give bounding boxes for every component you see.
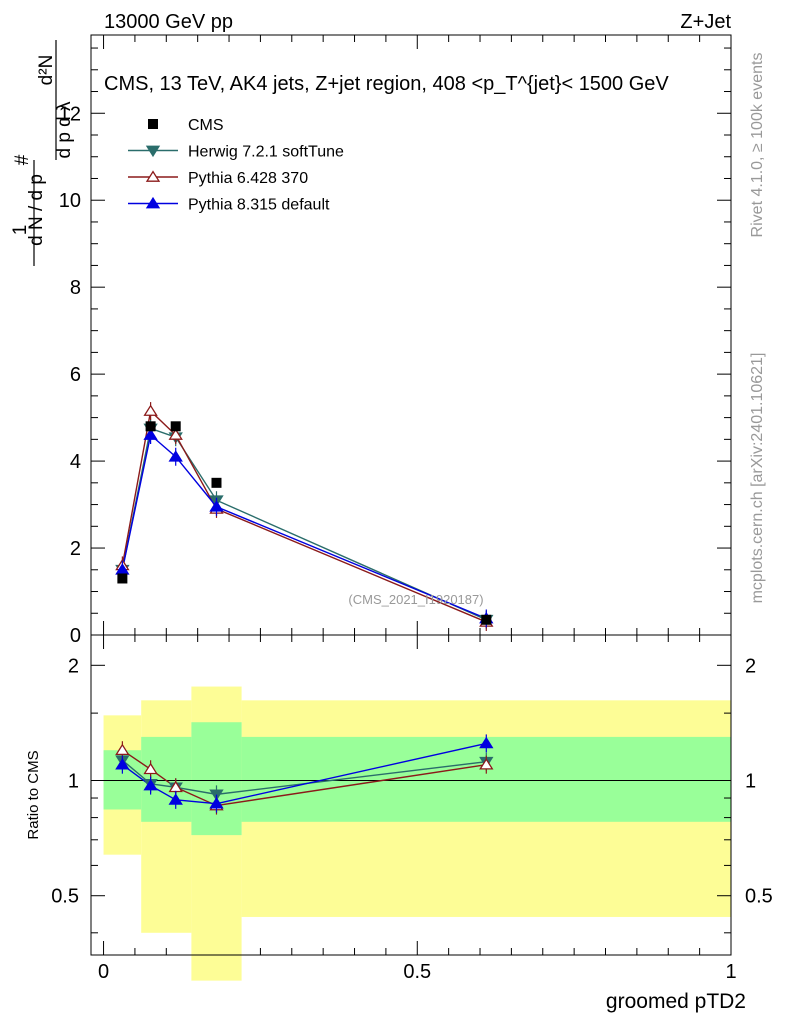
y-tick-label: 6 [70,364,81,386]
y-tick-label: 4 [70,451,81,473]
cms-data-point [117,573,128,584]
legend-marker [148,119,158,129]
ratio-panel: 0.5 0.5 1 1 2 2 Ratio to CMS [25,634,773,981]
ratio-frame [90,634,732,956]
legend-label: Herwig 7.2.1 softTune [188,144,344,161]
x-tick-label: 0.5 [403,961,431,983]
series-line [121,409,487,623]
x-tick-label: 1 [725,961,736,983]
watermark: (CMS_2021_I1920187) [348,592,483,607]
series-point [143,428,158,440]
x-axis-label: groomed pTD2 [606,990,746,1013]
ratio-point [115,743,130,756]
y-tick-label: 10 [59,190,81,212]
series-point [168,450,183,462]
ratio-tick-label: 1 [68,771,79,793]
ratio-point [115,758,130,770]
cms-data-point [481,614,492,625]
y-tick-label: 8 [70,277,81,299]
series-point [143,404,158,416]
header-right: Z+Jet [680,11,731,33]
series-point [209,500,224,512]
ratio-tick-label: 0.5 [51,886,79,908]
ratio-point [479,758,494,770]
mcplots-label: mcplots.cern.ch [arXiv:2401.10621] [749,353,766,604]
legend-label: CMS [188,117,224,134]
cms-data-point [211,477,222,488]
ratio-point [168,793,183,805]
main-frame [90,34,732,636]
cms-data-point [170,421,181,432]
cms-data-point [145,421,156,432]
y-tick-label: 0 [70,625,81,647]
ratio-y-label: Ratio to CMS [25,750,42,839]
legend-label: Pythia 8.315 default [188,197,330,214]
svg-text:d N / d p: d N / d p [26,174,47,246]
legend-label: Pythia 6.428 370 [188,170,308,187]
ratio-point [209,797,224,809]
ratio-point [143,778,158,791]
series-line [121,433,487,620]
legend-marker [145,145,161,158]
chart-title: CMS, 13 TeV, AK4 jets, Z+jet region, 408… [104,73,669,95]
y-tick-label: 12 [59,103,81,125]
ratio-tick-label: 2 [68,655,79,677]
rivet-label: Rivet 4.1.0, ≥ 100k events [749,53,766,238]
ratio-tick-label-right: 0.5 [745,886,773,908]
main-y-label: # d N / d p 1 d p d λ d²N [10,40,75,266]
series-point [168,428,183,440]
legend: CMS Herwig 7.2.1 softTune Pythia 6.428 370… [128,117,344,214]
svg-text:d²N: d²N [36,55,57,86]
svg-text:1: 1 [10,225,31,236]
ratio-tick-label-right: 2 [745,655,756,677]
ratio-point [479,736,494,749]
x-tick-label: 0 [98,961,109,983]
ratio-point [143,762,158,775]
y-tick-label: 2 [70,538,81,560]
svg-text:d p d λ: d p d λ [54,101,75,159]
ratio-tick-label-right: 1 [745,771,756,793]
uncertainty-band-green [191,722,242,836]
legend-marker [145,196,161,209]
svg-text:#: # [12,154,33,165]
header-left: 13000 GeV pp [104,11,233,33]
legend-marker [145,170,161,182]
